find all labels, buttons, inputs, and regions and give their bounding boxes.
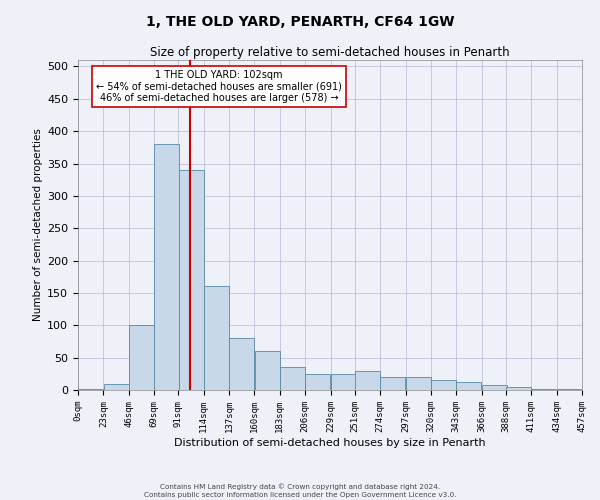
Bar (482, 386, 507, 390)
Bar (457, 382, 481, 390)
Bar (305, 374, 331, 390)
Text: 1 THE OLD YARD: 102sqm
← 54% of semi-detached houses are smaller (691)
46% of se: 1 THE OLD YARD: 102sqm ← 54% of semi-det… (96, 70, 342, 103)
Text: 1, THE OLD YARD, PENARTH, CF64 1GW: 1, THE OLD YARD, PENARTH, CF64 1GW (146, 15, 454, 29)
Bar (104, 384, 128, 390)
Bar (280, 368, 305, 390)
Bar (532, 388, 556, 390)
Bar (154, 144, 179, 390)
Bar (355, 370, 380, 390)
Bar (254, 351, 280, 390)
Bar (406, 377, 431, 390)
Bar (229, 338, 254, 390)
Bar (179, 170, 203, 390)
Title: Size of property relative to semi-detached houses in Penarth: Size of property relative to semi-detach… (150, 46, 510, 59)
Bar (380, 377, 406, 390)
Bar (204, 286, 229, 390)
Bar (506, 387, 531, 390)
Bar (129, 326, 154, 390)
Bar (78, 388, 103, 390)
X-axis label: Distribution of semi-detached houses by size in Penarth: Distribution of semi-detached houses by … (174, 438, 486, 448)
Bar (331, 374, 356, 390)
Y-axis label: Number of semi-detached properties: Number of semi-detached properties (33, 128, 43, 322)
Text: Contains HM Land Registry data © Crown copyright and database right 2024.
Contai: Contains HM Land Registry data © Crown c… (144, 484, 456, 498)
Bar (431, 380, 456, 390)
